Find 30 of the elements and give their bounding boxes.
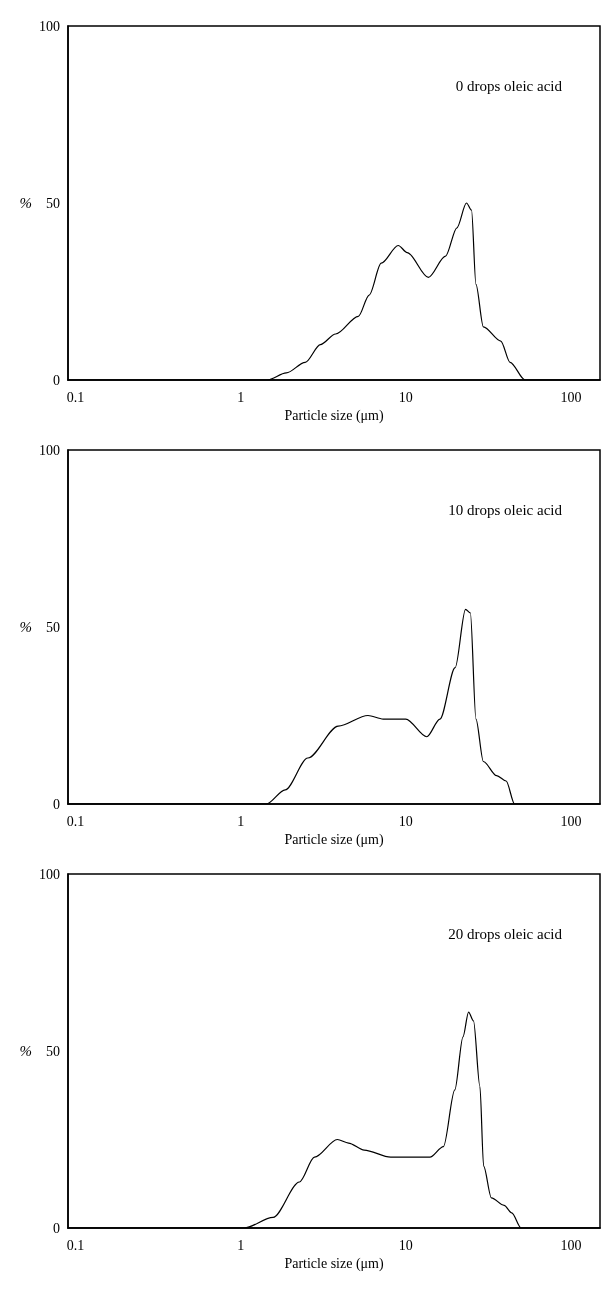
x-tick-label: 100 bbox=[560, 1237, 582, 1253]
annotation: 0 drops oleic acid bbox=[455, 77, 563, 94]
y-tick-label: 50 bbox=[46, 1043, 60, 1059]
x-tick-label: 100 bbox=[560, 813, 582, 829]
y-tick-label: 100 bbox=[39, 442, 60, 458]
x-tick-label: 1 bbox=[237, 813, 245, 829]
x-axis-title: Particle size (μm) bbox=[284, 832, 384, 849]
annotation: 10 drops oleic acid bbox=[448, 501, 563, 518]
x-tick-label: 1 bbox=[237, 1237, 245, 1253]
x-axis-title: Particle size (μm) bbox=[284, 1256, 384, 1273]
x-tick-label: 0.1 bbox=[66, 389, 85, 405]
y-tick-label: 0 bbox=[53, 372, 60, 388]
y-tick-label: 50 bbox=[46, 619, 60, 635]
y-tick-label: 0 bbox=[53, 1220, 60, 1236]
y-tick-label: 100 bbox=[39, 866, 60, 882]
annotation: 20 drops oleic acid bbox=[448, 925, 563, 942]
x-tick-label: 0.1 bbox=[66, 813, 85, 829]
y-tick-label: 100 bbox=[39, 18, 60, 34]
y-axis-title: % bbox=[19, 195, 32, 211]
x-tick-label: 10 bbox=[398, 1237, 413, 1253]
y-axis-title: % bbox=[19, 619, 32, 635]
x-tick-label: 1 bbox=[237, 389, 245, 405]
y-axis-title: % bbox=[19, 1043, 32, 1059]
x-tick-label: 10 bbox=[398, 389, 413, 405]
x-axis-title: Particle size (μm) bbox=[284, 408, 384, 425]
x-tick-label: 0.1 bbox=[66, 1237, 85, 1253]
y-tick-label: 0 bbox=[53, 796, 60, 812]
x-tick-label: 100 bbox=[560, 389, 582, 405]
y-tick-label: 50 bbox=[46, 195, 60, 211]
x-tick-label: 10 bbox=[398, 813, 413, 829]
